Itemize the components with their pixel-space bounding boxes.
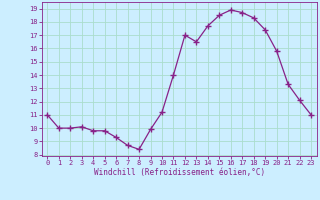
- X-axis label: Windchill (Refroidissement éolien,°C): Windchill (Refroidissement éolien,°C): [94, 168, 265, 177]
